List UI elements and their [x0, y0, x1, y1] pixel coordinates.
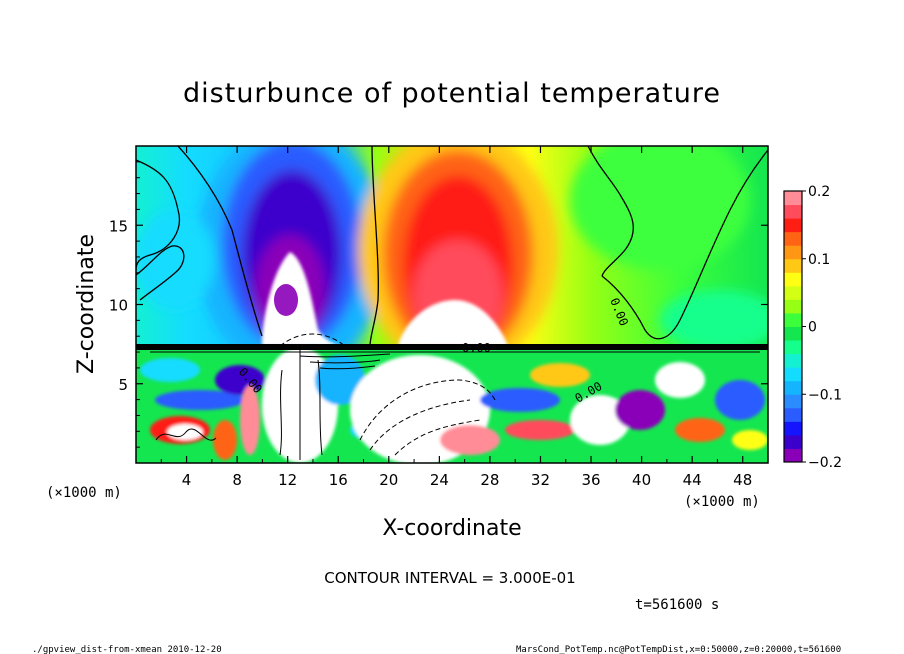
time-label: t=561600 s	[635, 597, 719, 613]
colorbar-swatch	[784, 353, 802, 368]
colorbar-swatch	[784, 434, 802, 449]
y-tick-label: 5	[118, 376, 128, 394]
x-tick-label: 48	[733, 471, 752, 489]
colorbar-swatch	[784, 258, 802, 273]
colorbar-tick-label: 0.2	[808, 184, 830, 200]
colorbar-swatch	[784, 326, 802, 341]
x-axis-label: X-coordinate	[382, 516, 521, 541]
x-tick-label: 4	[182, 471, 192, 489]
y-tick-label: 10	[109, 297, 128, 315]
x-unit-label-right: (×1000 m)	[684, 494, 760, 510]
x-tick-label: 36	[581, 471, 600, 489]
colorbar-tick-label: −0.2	[808, 455, 842, 471]
colorbar-swatch	[784, 340, 802, 355]
contour-label: 0.00	[462, 341, 491, 355]
x-tick-label: 24	[430, 471, 449, 489]
colorbar-swatch	[784, 394, 802, 409]
x-tick-label: 28	[480, 471, 499, 489]
colorbar-swatch	[784, 448, 802, 463]
colorbar-swatch	[784, 407, 802, 422]
y-tick-label: 15	[109, 217, 128, 235]
x-tick-label: 20	[379, 471, 398, 489]
colorbar-swatch	[784, 218, 802, 233]
colorbar-swatch	[784, 231, 802, 246]
colorbar-swatch	[784, 299, 802, 314]
footer-left: ./gpview_dist-from-xmean 2010-12-20	[32, 645, 222, 654]
colorbar-tick-label: 0	[808, 320, 817, 336]
chart-title: disturbunce of potential temperature	[183, 78, 721, 109]
x-tick-label: 8	[232, 471, 242, 489]
colorbar-swatch	[784, 272, 802, 287]
x-tick-label: 16	[329, 471, 348, 489]
colorbar-swatch	[784, 204, 802, 219]
colorbar-tick-label: 0.1	[808, 252, 830, 268]
colorbar-swatch	[784, 367, 802, 382]
footer-right: MarsCond_PotTemp.nc@PotTempDist,x=0:5000…	[516, 645, 841, 654]
x-tick-label: 40	[632, 471, 651, 489]
colorbar-swatch	[784, 421, 802, 436]
colorbar-swatch	[784, 312, 802, 327]
colorbar-swatch	[784, 285, 802, 300]
colorbar: 0.2 0.1 0 −0.1 −0.2	[783, 184, 842, 471]
x-unit-label-left: (×1000 m)	[46, 485, 122, 501]
y-axis-label: Z-coordinate	[74, 234, 99, 374]
plot-area	[136, 146, 768, 463]
x-tick-label: 44	[683, 471, 702, 489]
x-tick-label: 12	[278, 471, 297, 489]
colorbar-tick-label: −0.1	[808, 387, 842, 403]
colorbar-swatch	[784, 380, 802, 395]
x-tick-label: 32	[531, 471, 550, 489]
colorbar-swatch	[784, 245, 802, 260]
contour-interval-text: CONTOUR INTERVAL = 3.000E-01	[324, 569, 575, 587]
colorbar-swatch	[784, 191, 802, 206]
